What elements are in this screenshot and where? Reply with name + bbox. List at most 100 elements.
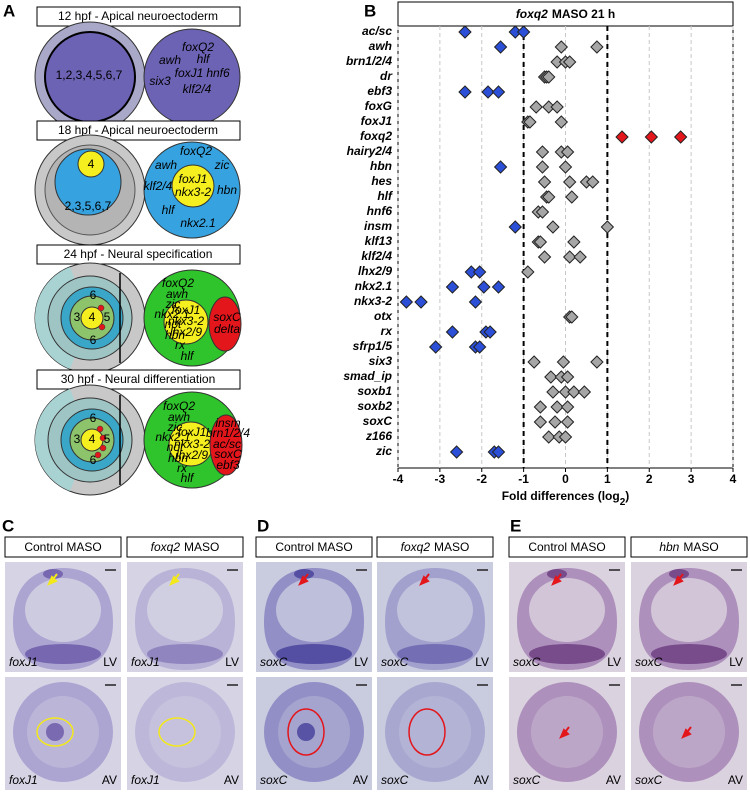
outline	[287, 708, 325, 756]
header-box	[255, 536, 373, 558]
embryo	[385, 682, 485, 782]
row-label: foxJ1	[361, 114, 393, 128]
apical-stain	[547, 569, 567, 579]
data-point	[565, 310, 579, 324]
endoderm-stain	[276, 644, 352, 664]
probe-label: foxJ1	[131, 655, 160, 669]
column-header: hbn MASO	[659, 540, 718, 554]
row-label: ebf3	[367, 84, 392, 98]
data-point	[445, 280, 460, 294]
data-point	[554, 115, 569, 129]
data-point	[546, 385, 560, 399]
data-point	[558, 160, 573, 174]
stage-box	[36, 369, 241, 390]
territory-label: 5	[104, 310, 111, 324]
probe-label: soxC	[260, 655, 288, 669]
x-axis-label-part: 2	[620, 497, 626, 508]
row-label: brn1/2/4	[346, 54, 392, 68]
territory-label: 6	[90, 288, 97, 302]
gene-label: hbn	[217, 183, 237, 197]
view-label: LV	[354, 655, 368, 669]
probe-label: soxC	[513, 655, 541, 669]
gene-label: hlf	[197, 52, 211, 66]
data-point	[445, 325, 460, 339]
gene-label: soxC	[213, 310, 241, 324]
probe-label: soxC	[381, 655, 409, 669]
expression-domain	[163, 299, 209, 345]
data-point	[458, 25, 472, 39]
blastocoel	[25, 578, 101, 642]
row-label: foxq2	[360, 129, 392, 143]
row-label: nkx3-2	[354, 294, 392, 308]
stage-title: 18 hpf - Apical neuroectoderm	[58, 123, 218, 137]
gene-label: foxJ1	[172, 303, 201, 317]
red-dot	[99, 434, 107, 442]
row-label: nkx2.1	[355, 279, 393, 293]
data-point	[491, 445, 506, 459]
row-label: hes	[371, 174, 392, 188]
row-label: soxb1	[357, 384, 392, 398]
data-point	[560, 400, 575, 414]
blastocoel	[651, 578, 727, 642]
gene-label: delta	[214, 322, 240, 336]
gene-label: ac/sc	[213, 437, 241, 451]
data-point	[560, 370, 575, 384]
region	[54, 148, 122, 216]
territory-label: 4	[88, 157, 95, 171]
row-label: soxb2	[357, 399, 392, 413]
x-axis-label-part: Fold differences (log	[502, 489, 620, 503]
gene-label: awh	[168, 410, 190, 424]
data-point	[414, 295, 428, 309]
data-point	[577, 385, 592, 399]
data-point	[558, 430, 573, 444]
gene-label: soxC	[214, 447, 242, 461]
gene-label: awh	[166, 287, 188, 301]
arrow	[673, 573, 684, 586]
data-point	[544, 370, 558, 384]
row-label: awh	[369, 39, 392, 53]
gene-label: nkx3-2	[168, 314, 204, 328]
row-label: hlf	[377, 189, 393, 203]
endoderm-stain	[25, 644, 101, 664]
arrow	[169, 573, 180, 586]
territory-label: 4	[89, 310, 96, 324]
red-dot	[94, 451, 102, 459]
apical-stain	[43, 569, 63, 579]
data-point	[483, 325, 497, 339]
view-label: LV	[475, 655, 489, 669]
blastocoel	[276, 578, 352, 642]
data-point	[542, 70, 556, 84]
territory-label: 6	[90, 453, 97, 467]
x-tick-label: -3	[435, 472, 446, 486]
gene-label: awh	[155, 158, 177, 172]
gene-label: nkx2.1	[154, 307, 189, 321]
data-point	[468, 295, 483, 309]
arrow	[681, 726, 692, 739]
panel-letter: B	[364, 1, 376, 20]
outline	[408, 708, 446, 756]
gene-label: foxJ1	[175, 66, 204, 80]
gene-label: awh	[159, 53, 181, 67]
gene-label: hlf	[181, 471, 195, 485]
data-point	[550, 100, 564, 114]
data-point	[554, 40, 569, 54]
data-point	[472, 340, 487, 354]
gene-label: zic	[214, 158, 230, 172]
probe-label: foxJ1	[9, 773, 38, 787]
probe-label: foxJ1	[9, 655, 38, 669]
data-point	[673, 130, 688, 144]
arrow	[551, 573, 562, 586]
gene-label: foxQ2	[162, 276, 194, 290]
view-label: LV	[103, 655, 117, 669]
arrow	[47, 573, 58, 586]
row-label: hnf6	[367, 204, 393, 218]
probe-label: soxC	[260, 773, 288, 787]
gene-label: brn1/2/4	[206, 426, 250, 440]
embryo-inner	[149, 696, 221, 768]
gene-label: rx	[175, 338, 186, 352]
column-header: foxq2 MASO	[151, 540, 220, 554]
x-tick-label: 0	[562, 472, 569, 486]
row-label: ac/sc	[362, 24, 392, 38]
expression-domain	[208, 296, 242, 352]
endoderm-stain	[651, 644, 727, 664]
